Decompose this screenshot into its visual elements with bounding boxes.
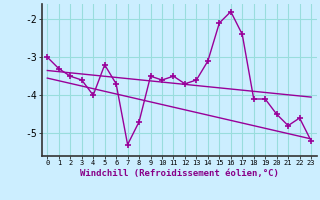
X-axis label: Windchill (Refroidissement éolien,°C): Windchill (Refroidissement éolien,°C) bbox=[80, 169, 279, 178]
